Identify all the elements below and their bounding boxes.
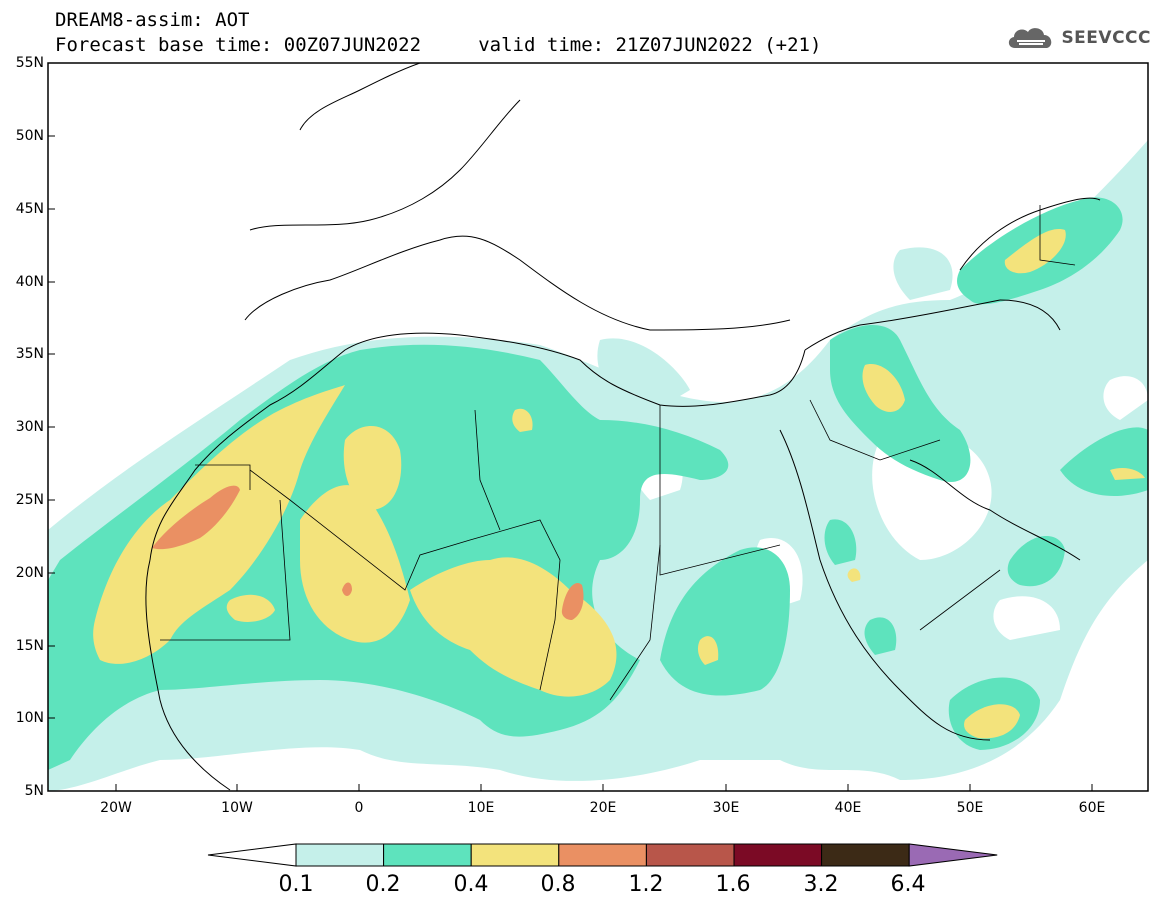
lat-label-10n: 10N: [15, 710, 44, 726]
colorbar-label-0.1: 0.1: [278, 872, 314, 897]
colorbar-label-1.2: 1.2: [628, 872, 664, 897]
seevccc-logo: SEEVCCC: [1005, 24, 1151, 52]
lon-label-40e: 40E: [834, 800, 862, 816]
lat-label-5n: 5N: [24, 783, 44, 799]
coastlines: [145, 63, 1101, 791]
colorbar-label-1.6: 1.6: [715, 872, 751, 897]
lon-label-50e: 50E: [956, 800, 984, 816]
lat-label-25n: 25N: [15, 492, 44, 508]
lat-label-45n: 45N: [15, 201, 44, 217]
lon-label-20e: 20E: [589, 800, 617, 816]
map-frame: [47, 62, 1149, 792]
lat-label-35n: 35N: [15, 346, 44, 362]
lon-label-10w: 10W: [221, 800, 253, 816]
lat-label-50n: 50N: [15, 128, 44, 144]
aot-field-0.8: [152, 485, 584, 620]
lon-label-60e: 60E: [1078, 800, 1106, 816]
country-borders: [160, 205, 1076, 701]
map-title: DREAM8-assim: AOT: [55, 9, 250, 31]
lat-label-20n: 20N: [15, 565, 44, 581]
lat-label-30n: 30N: [15, 419, 44, 435]
lat-label-55n: 55N: [15, 55, 44, 71]
colorbar-label-0.4: 0.4: [453, 872, 489, 897]
forecast-time-caption: Forecast base time: 00Z07JUN2022 valid t…: [55, 34, 822, 56]
lon-label-0: 0: [354, 800, 364, 816]
aot-field-0.4: [93, 229, 1145, 739]
axis-ticks: [48, 135, 1093, 791]
logo-text: SEEVCCC: [1061, 28, 1151, 48]
lon-label-20w: 20W: [100, 800, 132, 816]
colorbar-label-0.8: 0.8: [540, 872, 576, 897]
colorbar-label-3.2: 3.2: [803, 872, 839, 897]
lat-label-40n: 40N: [15, 274, 44, 290]
lon-label-30e: 30E: [712, 800, 740, 816]
colorbar-label-0.2: 0.2: [365, 872, 401, 897]
colorbar-label-6.4: 6.4: [890, 872, 926, 897]
lat-label-15n: 15N: [15, 638, 44, 654]
cloud-icon: [1009, 28, 1052, 48]
lon-label-10e: 10E: [467, 800, 495, 816]
